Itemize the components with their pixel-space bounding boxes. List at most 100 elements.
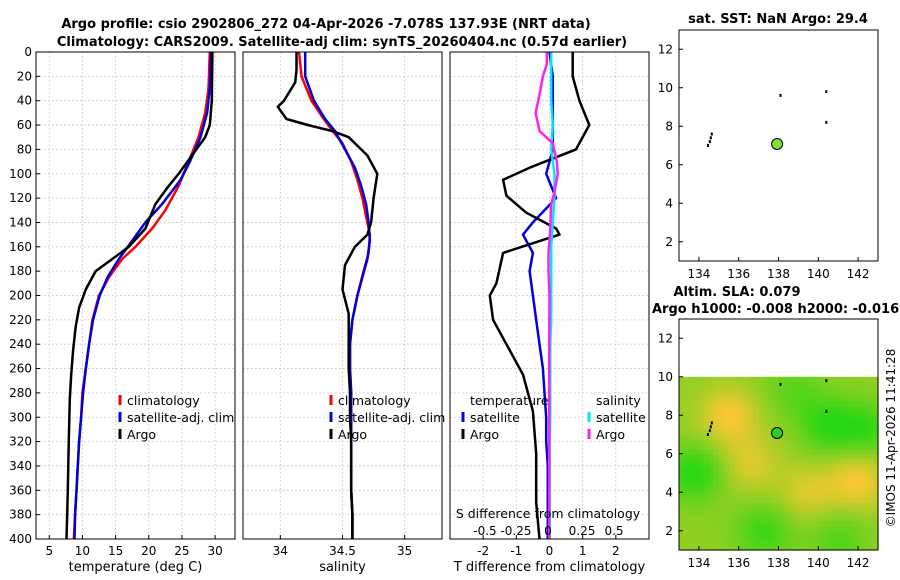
heatmap-cell: [728, 376, 735, 383]
heatmap-cell: [833, 487, 839, 493]
heatmap-cell: [833, 405, 839, 411]
heatmap-cell: [693, 540, 700, 546]
top-tick-label: 0.5: [604, 524, 623, 538]
x-tick-label: 138: [767, 556, 790, 570]
heatmap-cell: [798, 487, 804, 493]
heatmap-cell: [818, 530, 824, 537]
heatmap-cell: [773, 511, 780, 517]
heatmap-cell: [753, 391, 760, 397]
heatmap-cell: [778, 415, 785, 421]
land-mark: [706, 433, 709, 436]
heatmap-cell: [843, 497, 849, 503]
heatmap-cell: [838, 506, 844, 513]
heatmap-cell: [828, 521, 834, 527]
heatmap-cell: [788, 511, 795, 517]
heatmap-cell: [793, 535, 799, 541]
heatmap-cell: [758, 434, 765, 440]
heatmap-cell: [763, 525, 770, 532]
heatmap-cell: [838, 434, 844, 440]
heatmap-cell: [768, 516, 775, 522]
heatmap-cell: [788, 545, 795, 551]
heatmap-cell: [873, 545, 879, 551]
heatmap-cell: [768, 501, 775, 508]
heatmap-cell: [818, 429, 824, 436]
heatmap-cell: [728, 458, 735, 464]
heatmap-cell: [738, 400, 745, 407]
heatmap-cell: [733, 545, 740, 551]
heatmap-cell: [838, 482, 844, 488]
heatmap-cell: [763, 540, 770, 546]
heatmap-cell: [753, 487, 760, 493]
heatmap-cell: [738, 492, 745, 498]
heatmap-cell: [708, 487, 715, 493]
heatmap-cell: [848, 535, 854, 541]
heatmap-cell: [818, 381, 824, 387]
heatmap-cell: [858, 540, 864, 546]
heatmap-cell: [843, 386, 849, 392]
heatmap-cell: [738, 506, 745, 513]
heatmap-cell: [748, 415, 755, 421]
heatmap-cell: [838, 535, 844, 541]
heatmap-cell: [738, 530, 745, 537]
heatmap-cell: [758, 420, 765, 426]
heatmap-cell: [733, 501, 740, 508]
heatmap-cell: [723, 376, 730, 383]
heatmap-cell: [843, 482, 849, 488]
heatmap-cell: [689, 376, 695, 383]
heatmap-cell: [768, 545, 775, 551]
heatmap-cell: [718, 511, 725, 517]
heatmap-cell: [753, 429, 760, 436]
heatmap-cell: [703, 444, 710, 450]
heatmap-cell: [693, 516, 700, 522]
heatmap-cell: [679, 530, 685, 537]
heatmap-cell: [798, 400, 804, 407]
heatmap-cell: [743, 391, 750, 397]
heatmap-cell: [853, 405, 859, 411]
heatmap-cell: [679, 424, 685, 431]
heatmap-cell: [778, 386, 785, 392]
heatmap-cell: [868, 521, 874, 527]
heatmap-cell: [773, 400, 780, 407]
heatmap-cell: [848, 473, 854, 479]
heatmap-cell: [828, 448, 834, 455]
x-tick-label: 15: [108, 544, 123, 558]
heatmap-cell: [718, 410, 725, 416]
heatmap-cell: [753, 492, 760, 498]
heatmap-cell: [873, 386, 879, 392]
heatmap-cell: [728, 497, 735, 503]
heatmap-cell: [813, 463, 819, 469]
heatmap-cell: [703, 386, 710, 392]
heatmap-cell: [873, 420, 879, 426]
heatmap-cell: [768, 477, 775, 484]
heatmap-cell: [798, 516, 804, 522]
heatmap-cell: [758, 501, 765, 508]
heatmap-cell: [798, 530, 804, 537]
heatmap-cell: [848, 530, 854, 537]
heatmap-cell: [838, 473, 844, 479]
heatmap-cell: [718, 545, 725, 551]
heatmap-cell: [783, 463, 790, 469]
heatmap-cell: [728, 448, 735, 455]
legend-label: climatology: [127, 393, 200, 408]
heatmap-cell: [808, 473, 814, 479]
heatmap-cell: [713, 391, 720, 397]
heatmap-cell: [798, 405, 804, 411]
heatmap-cell: [873, 530, 879, 537]
heatmap-cell: [679, 463, 685, 469]
heatmap-cell: [708, 511, 715, 517]
heatmap-cell: [748, 477, 755, 484]
heatmap-cell: [728, 429, 735, 436]
heatmap-cell: [703, 453, 710, 460]
heatmap-cell: [783, 482, 790, 488]
heatmap-cell: [833, 415, 839, 421]
heatmap-cell: [689, 492, 695, 498]
heatmap-cell: [783, 400, 790, 407]
heatmap-cell: [713, 477, 720, 484]
heatmap-cell: [858, 400, 864, 407]
y-tick-label: 340: [9, 459, 32, 473]
heatmap-cell: [838, 396, 844, 402]
heatmap-cell: [698, 540, 705, 546]
heatmap-cell: [783, 424, 790, 431]
heatmap-cell: [873, 396, 879, 402]
heatmap-cell: [723, 525, 730, 532]
